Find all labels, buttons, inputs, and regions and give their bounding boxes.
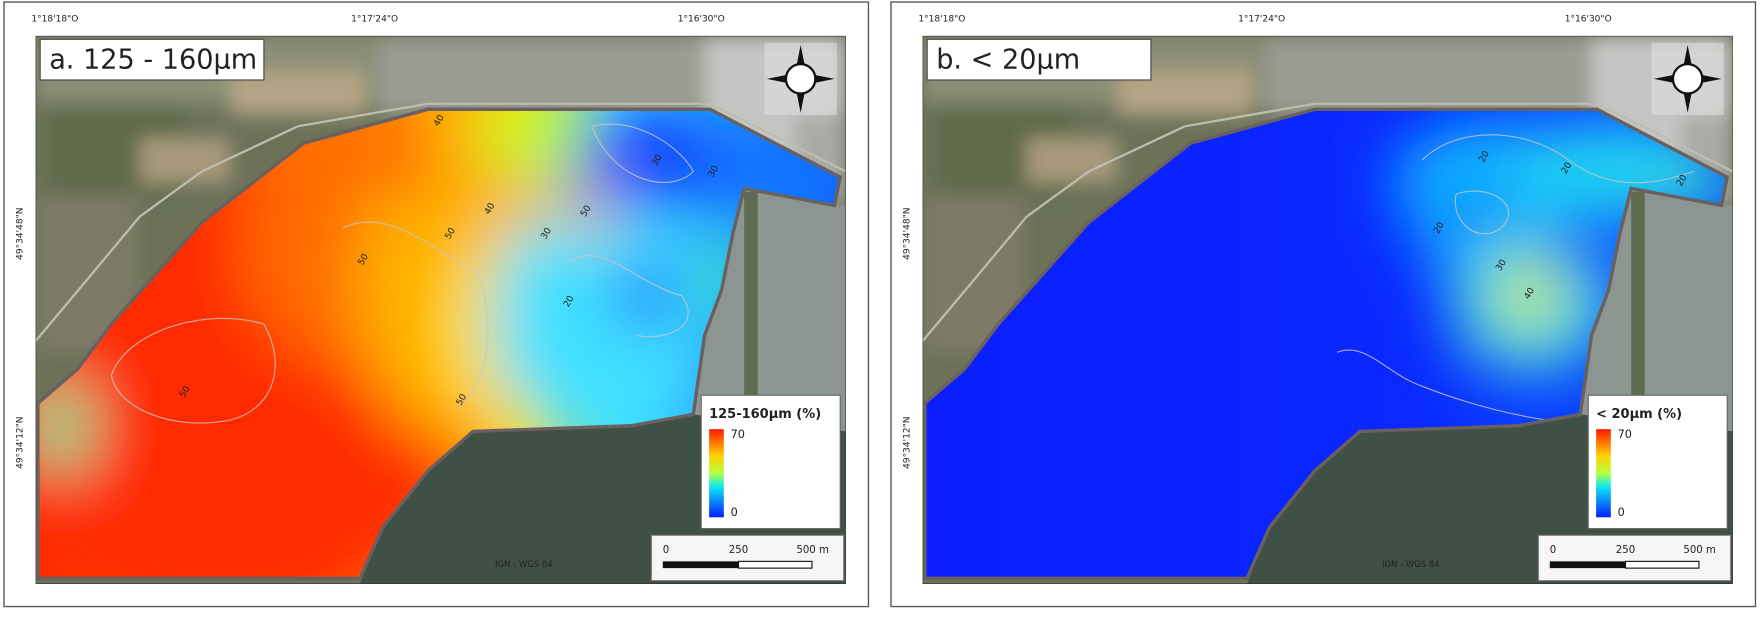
study-outline xyxy=(923,107,1730,580)
scale-bar-black xyxy=(1549,561,1626,569)
legend-title: 125-160μm (%) xyxy=(709,407,821,422)
contour-line xyxy=(110,317,276,424)
heat-blob xyxy=(385,148,436,195)
scale-label: 0 xyxy=(1550,545,1556,556)
panel-title: a. 125 - 160μm xyxy=(49,44,257,75)
title-box xyxy=(39,38,265,81)
latitude-label: 49°34'48"N xyxy=(902,207,912,259)
heat-blob xyxy=(552,109,733,212)
contour-line xyxy=(342,221,489,410)
scale-label: 250 xyxy=(1616,545,1635,556)
compass-ring xyxy=(1671,63,1704,95)
study-outline xyxy=(36,107,843,580)
map-credit: IGN - WGS 84 xyxy=(1382,559,1440,569)
latitude-label: 49°34'12"N xyxy=(902,417,912,469)
heat-blob xyxy=(614,267,682,325)
longitude-label: 1°17'24"O xyxy=(351,14,398,24)
legend-max: 70 xyxy=(731,428,745,441)
longitude-label: 1°18'18"O xyxy=(31,14,78,24)
heat-blob xyxy=(561,186,611,236)
coast-strip xyxy=(744,191,758,418)
panel-title: b. < 20μm xyxy=(936,44,1080,75)
legend-title: < 20μm (%) xyxy=(1596,407,1682,422)
contour-line xyxy=(591,123,694,183)
latitude-label: 49°34'48"N xyxy=(15,207,25,259)
contour-line xyxy=(568,255,689,338)
legend-min: 0 xyxy=(1618,506,1625,519)
heat-blob xyxy=(37,380,89,471)
legend-box xyxy=(700,394,841,530)
north-arrow xyxy=(764,42,837,115)
coast-strip xyxy=(1631,191,1645,418)
legend-box xyxy=(1587,394,1728,530)
heat-blob xyxy=(1501,261,1558,330)
scale-box xyxy=(650,534,845,582)
contour-line xyxy=(1454,190,1509,235)
contour-line xyxy=(1421,134,1694,184)
scale-label: 500 m xyxy=(796,545,829,556)
longitude-label: 1°16'30"O xyxy=(1565,14,1612,24)
contours xyxy=(110,123,694,424)
north-arrow xyxy=(1651,42,1724,115)
heat-blob xyxy=(489,194,694,443)
heat-blob xyxy=(478,109,592,172)
scale-label: 0 xyxy=(663,545,669,556)
map-credit: IGN - WGS 84 xyxy=(495,559,553,569)
land-patch xyxy=(139,137,230,183)
scale-label: 500 m xyxy=(1683,545,1716,556)
longitude-label: 1°18'18"O xyxy=(918,14,965,24)
scale-label: 250 xyxy=(729,545,748,556)
legend-ramp xyxy=(709,429,724,518)
scale-bar-black xyxy=(662,561,739,569)
land-patch xyxy=(1026,137,1117,183)
latitude-label: 49°34'12"N xyxy=(15,417,25,469)
shore-road xyxy=(922,102,1733,342)
scale-bar-white xyxy=(737,560,813,569)
legend-ramp xyxy=(1596,429,1611,518)
shore-road xyxy=(35,102,846,342)
longitude-label: 1°17'24"O xyxy=(1238,14,1285,24)
longitude-label: 1°16'30"O xyxy=(678,14,725,24)
title-box xyxy=(926,38,1152,81)
scale-box xyxy=(1537,534,1732,582)
legend-min: 0 xyxy=(731,506,738,519)
scale-bar-white xyxy=(1624,560,1700,569)
legend-max: 70 xyxy=(1618,428,1632,441)
compass-ring xyxy=(784,63,817,95)
